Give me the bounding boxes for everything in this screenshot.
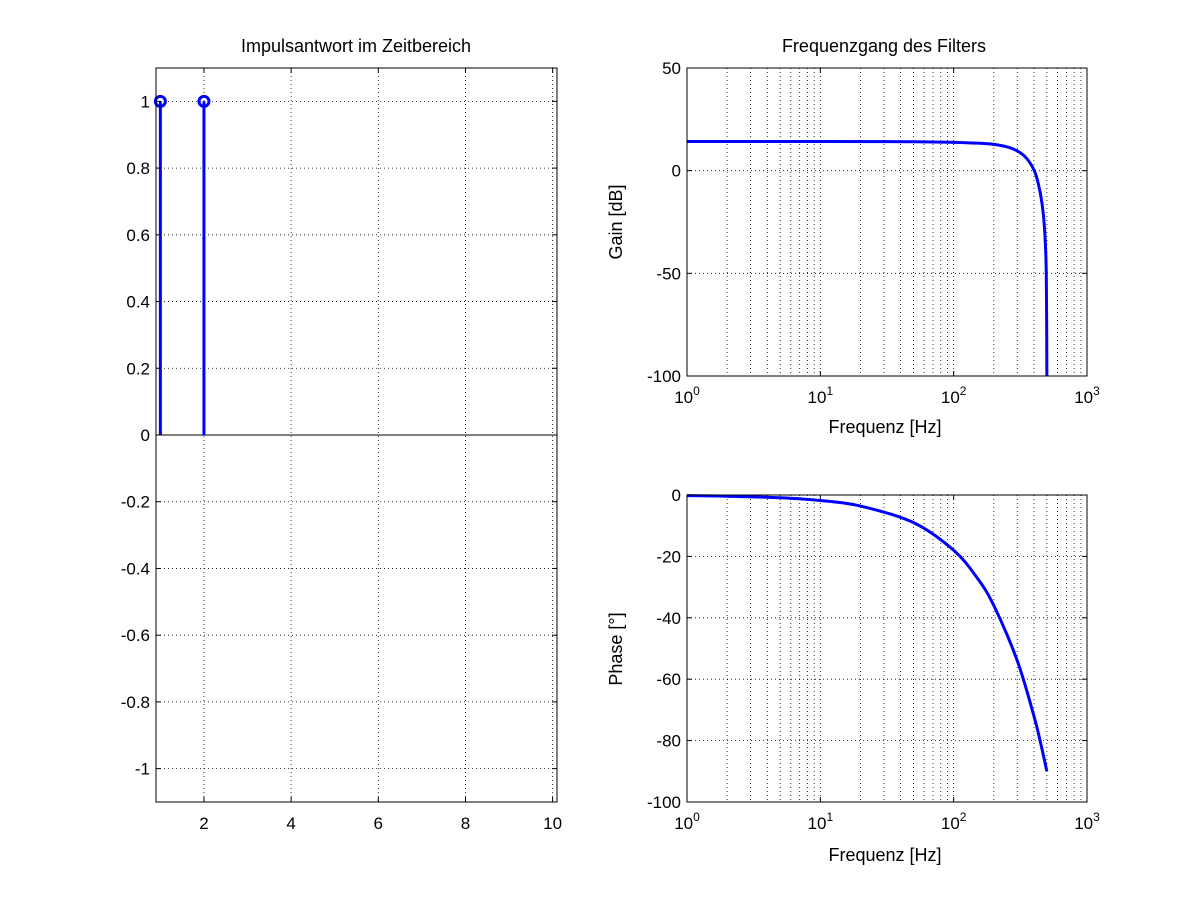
y-tick-label: -0.8 — [121, 693, 150, 712]
y-tick-label: 0.8 — [126, 159, 150, 178]
y-tick-label: 0.6 — [126, 226, 150, 245]
x-tick-label: 102 — [941, 384, 967, 407]
y-tick-label: 0 — [672, 162, 681, 181]
y-tick-label: 0 — [141, 426, 150, 445]
x-tick-label: 4 — [286, 814, 295, 833]
gain-x-axis-label: Frequenz [Hz] — [828, 417, 941, 437]
y-tick-label: 0 — [672, 486, 681, 505]
phase-curve — [686, 494, 1049, 772]
axes-frame — [686, 67, 1088, 377]
impulse-response-title: Impulsantwort im Zeitbereich — [241, 36, 471, 56]
y-tick-label: -20 — [656, 547, 681, 566]
phase-x-axis-label: Frequenz [Hz] — [828, 845, 941, 865]
phase-y-axis-label: Phase [°] — [606, 612, 626, 685]
x-tick-label: 6 — [374, 814, 383, 833]
x-tick-label: 10 — [543, 814, 562, 833]
stem-marker — [153, 94, 167, 108]
x-tick-label: 103 — [1074, 810, 1100, 833]
frequency-response-title: Frequenzgang des Filters — [782, 36, 986, 56]
stem-marker — [197, 94, 211, 108]
y-tick-label: 0.4 — [126, 293, 150, 312]
impulse-response-axes: Impulsantwort im Zeitbereich 1 0.8 0.6 0.4 0… — [121, 36, 562, 833]
y-tick-label: 1 — [141, 92, 150, 111]
gain-curve — [686, 139, 1049, 377]
y-tick-label: -40 — [656, 609, 681, 628]
axes-frame — [686, 494, 1088, 803]
x-tick-label: 2 — [199, 814, 208, 833]
y-tick-label: -0.2 — [121, 493, 150, 512]
y-tick-label: -100 — [647, 793, 681, 812]
y-tick-label: -0.4 — [121, 559, 150, 578]
y-tick-label: 0.2 — [126, 359, 150, 378]
y-tick-label: 50 — [662, 59, 681, 78]
x-tick-label: 100 — [674, 384, 700, 407]
x-tick-label: 102 — [941, 810, 967, 833]
y-tick-label: -80 — [656, 732, 681, 751]
x-tick-label: 103 — [1074, 384, 1100, 407]
x-tick-label: 8 — [461, 814, 470, 833]
gain-y-axis-label: Gain [dB] — [606, 184, 626, 259]
y-tick-label: -1 — [135, 760, 150, 779]
x-tick-label: 101 — [808, 384, 834, 407]
y-tick-label: -0.6 — [121, 626, 150, 645]
x-tick-label: 100 — [674, 810, 700, 833]
y-tick-label: -100 — [647, 367, 681, 386]
x-tick-label: 101 — [808, 810, 834, 833]
y-tick-label: -50 — [656, 264, 681, 283]
y-tick-label: -60 — [656, 670, 681, 689]
